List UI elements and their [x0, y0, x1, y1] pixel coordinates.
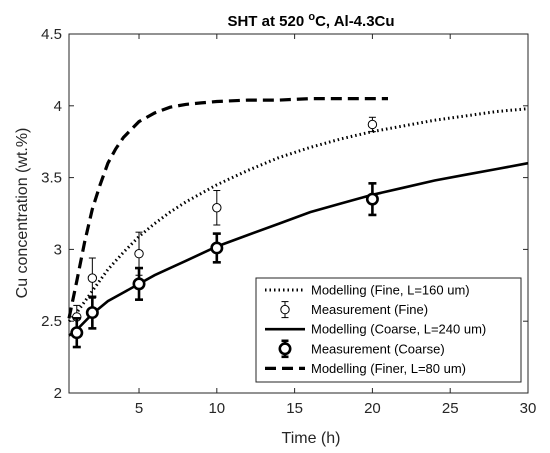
- legend-entry: Modelling (Finer, L=80 um): [265, 361, 466, 376]
- legend-entry: Measurement (Fine): [280, 301, 428, 319]
- data-point: [132, 266, 146, 301]
- data-marker: [212, 203, 222, 213]
- chart-title-sup: o: [308, 11, 315, 23]
- x-axis-label: Time (h): [282, 430, 341, 447]
- data-marker: [210, 241, 224, 255]
- legend-label: Modelling (Finer, L=80 um): [311, 361, 466, 376]
- chart-title-rest: C, Al-4.3Cu: [315, 13, 394, 30]
- y-tick-label: 2.5: [41, 313, 62, 330]
- data-marker: [365, 192, 379, 206]
- data-point: [85, 295, 99, 330]
- legend-entry: Modelling (Coarse, L=240 um): [265, 322, 486, 337]
- axes: 5 10 15 20 25 30 2 2.5 3 3.5 4 4.5: [41, 26, 536, 417]
- x-tick-label: 10: [208, 400, 225, 417]
- legend-swatch-marker: [280, 304, 290, 315]
- legend-swatch-marker: [278, 342, 292, 356]
- y-tick-label: 3: [54, 241, 62, 258]
- legend-entry: Modelling (Fine, L=160 um): [265, 283, 470, 298]
- y-tick-label: 3.5: [41, 170, 62, 187]
- legend-label: Measurement (Coarse): [311, 341, 445, 356]
- x-tick-label: 15: [286, 400, 303, 417]
- x-tick-label: 25: [442, 400, 459, 417]
- x-tick-label: 5: [135, 400, 143, 417]
- data-point: [365, 182, 379, 217]
- data-point: [210, 232, 224, 264]
- data-point: [212, 190, 222, 226]
- series-line-0: [67, 107, 529, 323]
- legend-entry: Measurement (Coarse): [278, 339, 445, 359]
- chart-title-main: SHT at 520: [227, 13, 308, 30]
- data-marker: [132, 277, 146, 291]
- legend: Modelling (Fine, L=160 um) Measurement (F…: [255, 277, 522, 383]
- data-point: [367, 116, 378, 133]
- axes-box: [68, 33, 529, 394]
- x-tick-label: 30: [520, 400, 537, 417]
- data-marker: [367, 119, 378, 130]
- y-tick-label: 2: [54, 385, 62, 402]
- legend-label: Measurement (Fine): [311, 302, 428, 317]
- data-marker: [70, 326, 84, 340]
- data-point: [70, 317, 84, 349]
- y-axis-label: Cu concentration (wt.%): [14, 128, 31, 299]
- data-marker: [87, 273, 98, 283]
- series-layer: [67, 96, 529, 349]
- series-line-2: [68, 161, 529, 337]
- y-tick-label: 4.5: [41, 26, 62, 43]
- chart-title: SHT at 520 oC, Al-4.3Cu: [227, 11, 394, 30]
- series-line-4: [67, 96, 388, 319]
- legend-label: Modelling (Coarse, L=240 um): [311, 322, 486, 337]
- legend-label: Modelling (Fine, L=160 um): [311, 283, 470, 298]
- data-point: [87, 257, 98, 299]
- y-tick-label: 4: [54, 98, 62, 115]
- x-tick-label: 20: [364, 400, 381, 417]
- data-marker: [85, 306, 99, 320]
- data-marker: [134, 249, 144, 259]
